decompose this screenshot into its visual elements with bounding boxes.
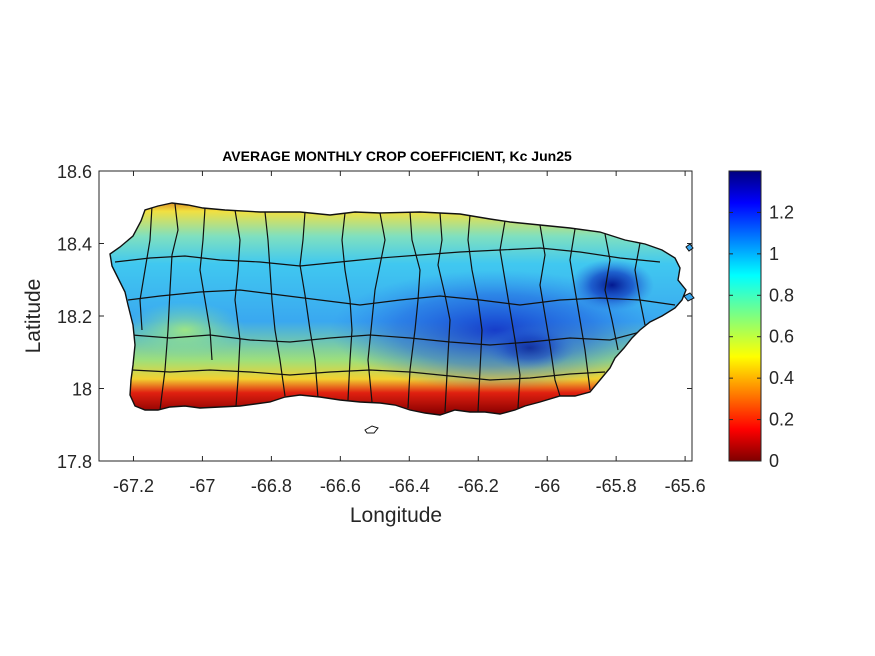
island-heatmap <box>110 203 686 415</box>
map-title: AVERAGE MONTHLY CROP COEFFICIENT, Kc Jun… <box>222 148 572 164</box>
caja-de-muertos-islet <box>364 425 379 434</box>
municipal-boundary <box>604 233 619 351</box>
x-tick-label: -66.6 <box>320 476 361 496</box>
municipal-boundary <box>114 247 661 267</box>
colorbar-tick-label: 1.2 <box>769 202 794 222</box>
x-tick-label: -67 <box>189 476 215 496</box>
y-tick-label: 17.8 <box>57 452 92 472</box>
island-outline <box>109 202 687 416</box>
municipal-boundary <box>234 209 241 407</box>
municipal-boundary <box>437 212 451 413</box>
colorbar-tick-label: 0.4 <box>769 368 794 388</box>
y-tick-label: 18.6 <box>57 162 92 182</box>
colorbar <box>728 170 762 462</box>
colorbar-tick-label: 1 <box>769 244 779 264</box>
x-axis-label: Longitude <box>350 504 442 527</box>
municipal-boundary <box>367 212 386 403</box>
municipal-boundary <box>539 224 561 397</box>
x-tick-label: -65.8 <box>596 476 637 496</box>
east-cay <box>683 292 695 302</box>
x-tick-label: -66.8 <box>251 476 292 496</box>
municipal-boundary <box>127 289 676 306</box>
northeast-cay <box>685 243 694 252</box>
municipal-boundary <box>407 211 421 409</box>
municipal-boundary <box>299 211 319 399</box>
municipal-boundary <box>634 242 646 326</box>
municipal-boundaries <box>114 203 676 413</box>
y-tick-label: 18.2 <box>57 307 92 327</box>
municipal-boundary <box>159 203 179 411</box>
municipal-boundary <box>569 228 591 391</box>
x-tick-label: -67.2 <box>113 476 154 496</box>
municipal-boundary <box>131 369 606 381</box>
y-axis-ticks: 18.6 18.4 18.2 18 17.8 <box>57 162 692 472</box>
x-tick-label: -66.4 <box>389 476 430 496</box>
colorbar-tick-label: 0.2 <box>769 410 794 430</box>
colorbar-tick-label: 0 <box>769 451 779 471</box>
colorbar-tick-label: 0.6 <box>769 327 794 347</box>
x-axis-ticks: -67.2 -67 -66.8 -66.6 -66.4 -66.2 -66 -65.8 -65.… <box>113 171 706 496</box>
colorbar-ticks: 0 0.2 0.4 0.6 0.8 1 1.2 <box>729 202 794 471</box>
x-tick-label: -66.2 <box>458 476 499 496</box>
y-tick-label: 18 <box>72 380 92 400</box>
municipal-boundary <box>264 211 286 397</box>
y-tick-label: 18.4 <box>57 235 92 255</box>
y-axis-label: Latitude <box>22 279 45 354</box>
x-tick-label: -65.6 <box>665 476 706 496</box>
municipal-boundary <box>139 205 153 331</box>
municipal-boundary <box>341 212 353 401</box>
x-tick-label: -66 <box>534 476 560 496</box>
colorbar-tick-label: 0.8 <box>769 285 794 305</box>
municipal-boundary <box>131 331 641 346</box>
